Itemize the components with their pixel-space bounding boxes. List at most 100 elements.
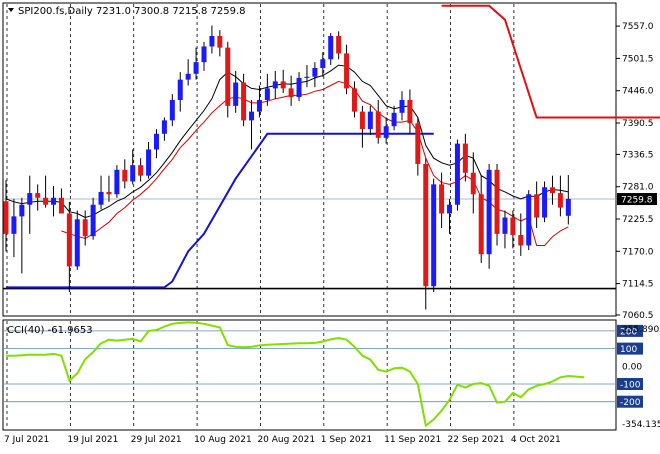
fast-moving-average bbox=[5, 64, 569, 219]
x-tick-label: 1 Sep 2021 bbox=[321, 435, 372, 445]
cci-min-label: -354.135 bbox=[622, 420, 660, 430]
axes: 7 Jul 2021 19 Jul 2021 29 Jul 2021 10 Aug 2… bbox=[4, 22, 660, 445]
y-tick-label: 7390.5 bbox=[622, 119, 654, 129]
bullish-candle bbox=[526, 194, 532, 246]
y-tick-label: 7170.0 bbox=[622, 247, 654, 257]
cci-level-label: 200 bbox=[620, 327, 637, 337]
bearish-candle bbox=[138, 165, 144, 176]
bullish-candle bbox=[193, 62, 199, 74]
bullish-candle bbox=[383, 126, 389, 138]
bullish-candle bbox=[565, 198, 571, 216]
cci-level-label: 100 bbox=[620, 345, 637, 355]
bullish-candle bbox=[486, 169, 492, 255]
bullish-candle bbox=[161, 120, 167, 134]
bullish-candle bbox=[90, 204, 96, 237]
slow-moving-average bbox=[61, 80, 569, 246]
y-tick-label: 7336.5 bbox=[622, 150, 654, 160]
bearish-candle bbox=[288, 88, 294, 98]
x-tick-label: 7 Jul 2021 bbox=[4, 435, 49, 445]
bearish-candle bbox=[225, 47, 231, 106]
cci-level-label: -100 bbox=[620, 381, 641, 391]
bearish-candle bbox=[534, 194, 540, 218]
dropdown-arrow-icon[interactable] bbox=[8, 8, 14, 12]
red-trailing-line bbox=[441, 4, 660, 119]
bullish-candle bbox=[146, 149, 152, 176]
bearish-candle bbox=[336, 36, 342, 54]
bearish-candle bbox=[518, 234, 524, 246]
bullish-candle bbox=[27, 193, 33, 205]
bullish-candle bbox=[256, 100, 262, 112]
cci-level-tag bbox=[617, 324, 643, 337]
bullish-candle bbox=[391, 112, 397, 127]
bearish-candle bbox=[351, 88, 357, 112]
price-series bbox=[3, 4, 660, 428]
bullish-candle bbox=[454, 143, 460, 205]
bullish-candle bbox=[11, 216, 17, 234]
cci-header: CCI(40) -61.9653 bbox=[7, 325, 93, 336]
bearish-candle bbox=[35, 193, 41, 198]
bearish-candle bbox=[415, 123, 421, 165]
y-tick-label: 7446.0 bbox=[622, 87, 654, 97]
bearish-candle bbox=[478, 194, 484, 255]
bearish-candle bbox=[510, 217, 516, 235]
cci-level-lines: 200 100 -100 -200 bbox=[3, 324, 643, 408]
bearish-candle bbox=[280, 81, 286, 89]
bearish-candle bbox=[43, 197, 49, 205]
bullish-candle bbox=[399, 100, 405, 113]
x-tick-label: 22 Sep 2021 bbox=[448, 435, 505, 445]
bearish-candle bbox=[375, 111, 381, 138]
bullish-candle bbox=[19, 204, 25, 217]
bearish-candle bbox=[106, 191, 112, 195]
bearish-candle bbox=[82, 219, 88, 237]
bullish-candle bbox=[502, 217, 508, 234]
price-pane-frame bbox=[2, 2, 617, 317]
cci-line bbox=[6, 321, 585, 428]
bullish-candle bbox=[169, 100, 175, 121]
bearish-candle bbox=[58, 197, 64, 214]
y-tick-label: 7281.0 bbox=[622, 183, 654, 193]
y-tick-label: 7114.5 bbox=[622, 280, 654, 290]
bullish-candle bbox=[542, 187, 548, 218]
bullish-candle bbox=[153, 133, 159, 150]
bearish-candle bbox=[470, 172, 476, 195]
cci-level-tag bbox=[617, 342, 643, 355]
blue-trailing-line bbox=[6, 132, 434, 289]
y-tick-label: 7557.0 bbox=[622, 22, 654, 32]
x-tick-label: 20 Aug 2021 bbox=[257, 435, 315, 445]
bullish-candle bbox=[74, 219, 80, 267]
bullish-candle bbox=[328, 36, 334, 60]
bullish-candle bbox=[431, 184, 437, 287]
bullish-candle bbox=[272, 81, 278, 89]
bearish-candle bbox=[462, 143, 468, 173]
last-price-label: 7259.8 bbox=[621, 196, 653, 206]
cci-level-tag bbox=[617, 378, 643, 391]
cci-level-tag bbox=[617, 395, 643, 408]
bullish-candle bbox=[233, 82, 239, 106]
bullish-candle bbox=[51, 197, 57, 205]
bearish-candle bbox=[557, 193, 563, 208]
y-tick-label: 7060.5 bbox=[622, 311, 654, 321]
chart-header: SPI200.fs,Daily 7231.0 7300.8 7215.8 725… bbox=[18, 6, 245, 17]
bullish-candle bbox=[201, 46, 207, 63]
bullish-candle bbox=[312, 68, 318, 77]
cci-zero-label: 0.00 bbox=[622, 362, 642, 372]
bullish-candle bbox=[209, 36, 215, 47]
bullish-candle bbox=[130, 165, 136, 182]
bullish-candle bbox=[249, 111, 255, 121]
x-tick-label: 11 Sep 2021 bbox=[384, 435, 441, 445]
bullish-candle bbox=[114, 169, 120, 195]
bullish-candle bbox=[296, 77, 302, 98]
last-price-tag bbox=[617, 193, 657, 206]
cci-level-label: -200 bbox=[620, 398, 641, 408]
x-tick-label: 29 Jul 2021 bbox=[131, 435, 182, 445]
y-tick-label: 7501.5 bbox=[622, 54, 654, 64]
cci-max-label: 255.8902 bbox=[622, 325, 660, 335]
bearish-candle bbox=[423, 164, 429, 287]
bullish-candle bbox=[98, 191, 104, 205]
bullish-candle bbox=[177, 79, 183, 101]
bearish-candle bbox=[439, 184, 445, 214]
cci-pane-frame bbox=[2, 319, 617, 431]
bearish-candle bbox=[407, 100, 413, 124]
bearish-candle bbox=[66, 213, 72, 267]
